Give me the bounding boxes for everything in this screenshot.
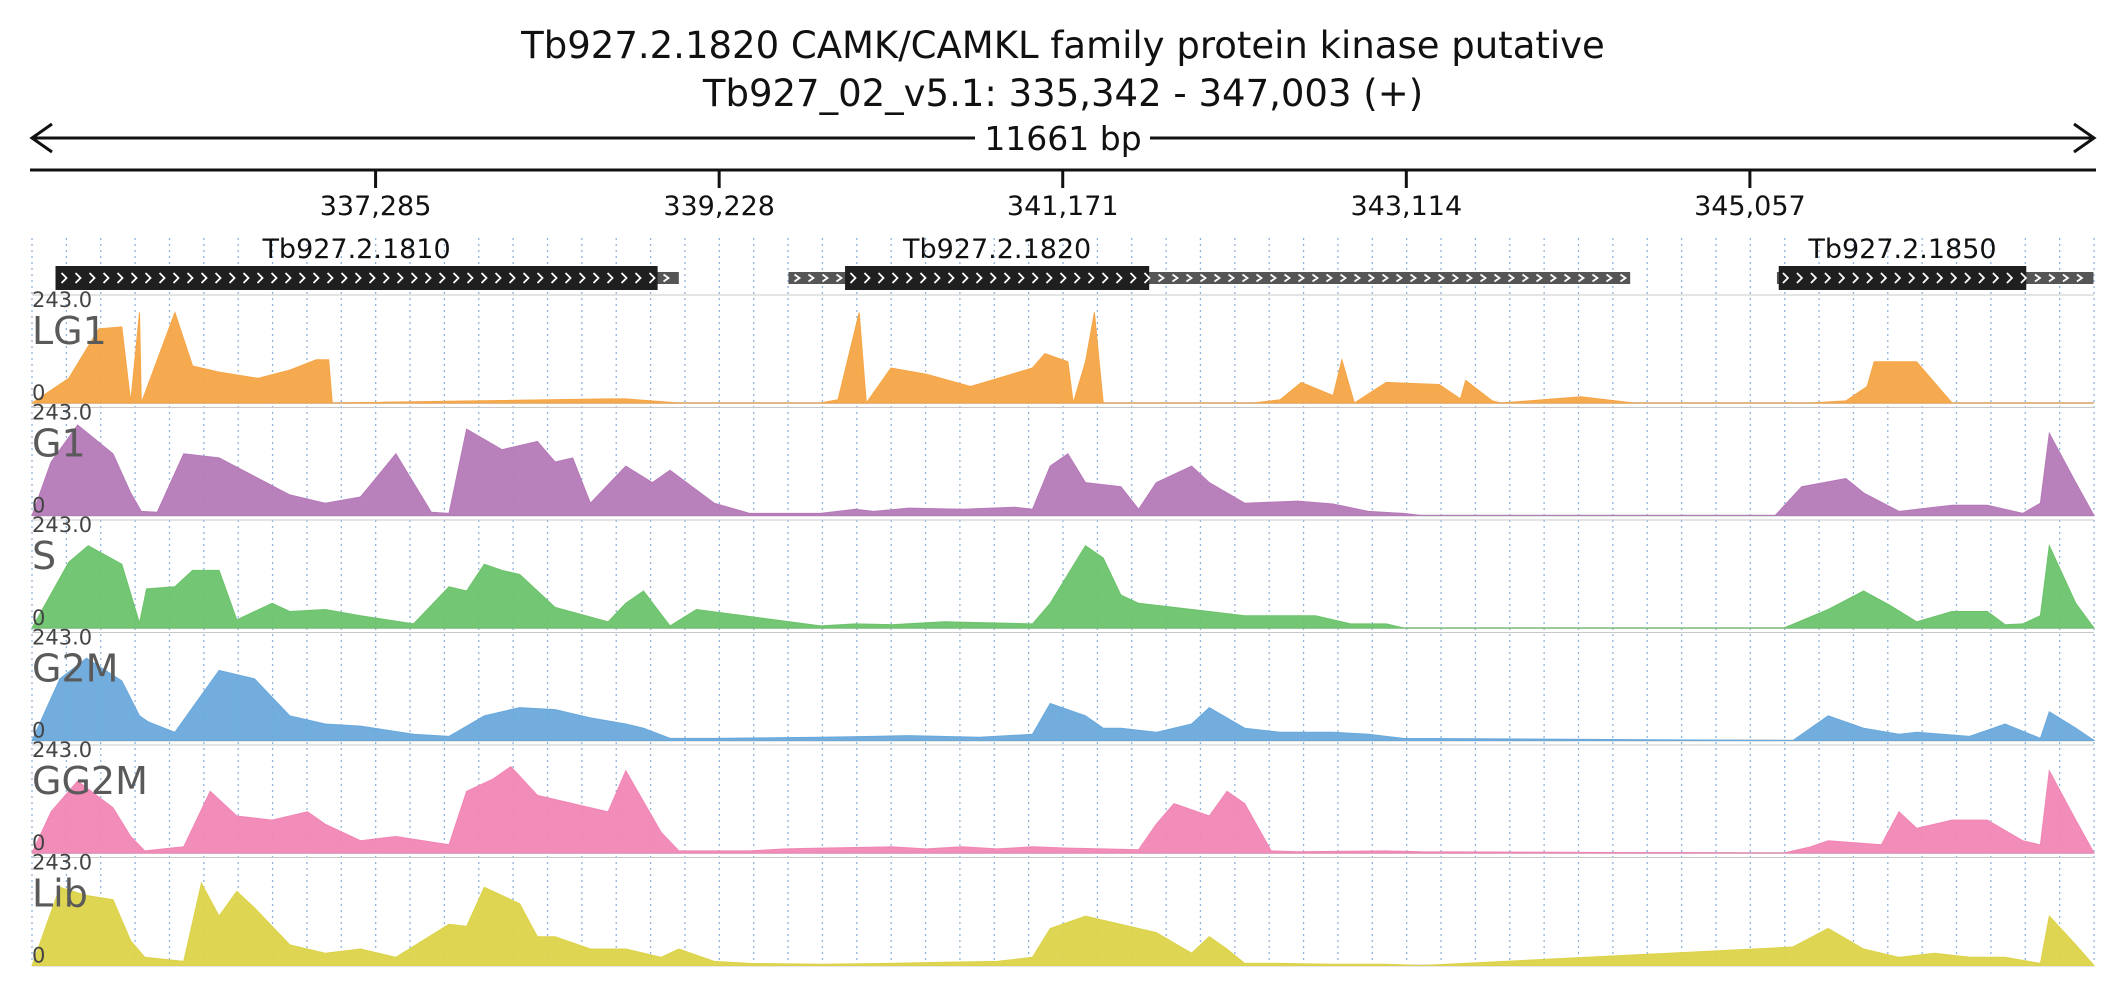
y-min-label: 0: [32, 381, 45, 405]
x-tick-label-1: 339,228: [663, 191, 775, 222]
y-max-label: 243.0: [32, 626, 92, 650]
coverage-area: [31, 657, 2096, 742]
gene-strand-arrows: [60, 272, 671, 284]
chart-subtitle: Tb927_02_v5.1: 335,342 - 347,003 (+): [702, 72, 1423, 115]
gene-label: Tb927.2.1820: [902, 234, 1091, 265]
x-tick-label-0: 337,285: [320, 191, 432, 222]
y-min-label: 0: [32, 494, 45, 518]
gene-strand-arrows: [793, 272, 1628, 284]
y-min-label: 0: [32, 606, 45, 630]
coverage-tracks: LG1243.00G1243.00S243.00G2M243.00GG2M243…: [30, 288, 2096, 968]
length-label: 11661 bp: [984, 119, 1141, 158]
coverage-area: [31, 765, 2095, 854]
track-label: G2M: [32, 647, 118, 691]
gene-track: Tb927.2.1810 Tb927.2.1820 Tb927.2.1850: [55, 234, 2094, 290]
y-min-label: 0: [32, 831, 45, 855]
y-max-label: 243.0: [32, 513, 92, 537]
y-max-label: 243.0: [32, 401, 92, 425]
gene-cds: [845, 266, 1150, 290]
y-max-label: 243.0: [32, 738, 92, 762]
gene-2: Tb927.2.1850: [1776, 234, 2094, 290]
x-tick-label-2: 341,171: [1007, 191, 1119, 222]
track-label: GG2M: [32, 759, 148, 803]
track-label: G1: [32, 422, 86, 466]
gene-0: Tb927.2.1810: [55, 234, 679, 290]
x-tick-label-3: 343,114: [1350, 191, 1462, 222]
coverage-area: [31, 424, 2095, 516]
length-arrow-left: [29, 122, 53, 154]
coverage-area: [30, 310, 2094, 405]
length-scale: 11661 bp: [29, 119, 2097, 158]
y-max-label: 243.0: [32, 288, 92, 312]
y-min-label: 0: [32, 719, 45, 743]
gene-label: Tb927.2.1850: [1807, 234, 1996, 265]
chart-title: Tb927.2.1820 CAMK/CAMKL family protein k…: [520, 24, 1605, 67]
y-min-label: 0: [32, 944, 45, 968]
length-arrow-right: [2073, 122, 2097, 154]
gene-1: Tb927.2.1820: [788, 234, 1631, 290]
y-max-label: 243.0: [32, 851, 92, 875]
gene-cds: [55, 266, 658, 290]
x-tick-label-4: 345,057: [1694, 191, 1806, 222]
track-label: S: [32, 534, 56, 578]
coverage-area: [31, 881, 2096, 967]
gene-label: Tb927.2.1810: [261, 234, 450, 265]
coverage-area: [31, 543, 2095, 629]
track-label: LG1: [32, 309, 107, 353]
x-axis-ticks: 337,285 339,228 341,171 343,114 345,057: [320, 170, 1806, 222]
gene-strand-arrows: [1782, 272, 2084, 284]
x-axis: 337,285 339,228 341,171 343,114 345,057: [30, 168, 2096, 222]
track-label: Lib: [32, 872, 88, 916]
